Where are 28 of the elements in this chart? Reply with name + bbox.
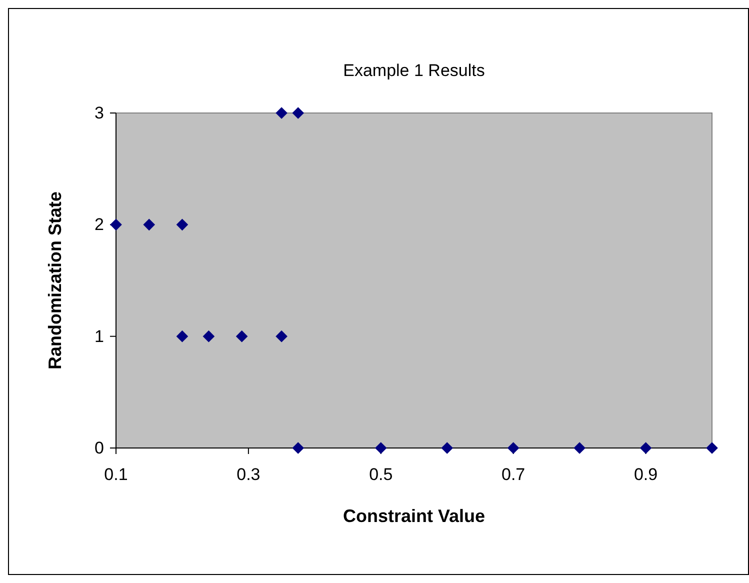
point bbox=[176, 218, 188, 231]
point bbox=[110, 218, 122, 231]
point bbox=[276, 330, 288, 342]
point bbox=[236, 330, 248, 342]
point bbox=[276, 107, 288, 119]
point bbox=[202, 330, 215, 342]
point bbox=[143, 218, 156, 231]
x-tick-label: 0.3 bbox=[236, 465, 260, 484]
chart-title: Example 1 Results bbox=[343, 61, 485, 80]
x-tick-label: 0.5 bbox=[369, 465, 393, 484]
point bbox=[640, 442, 652, 454]
point bbox=[374, 442, 387, 454]
y-tick-label: 0 bbox=[94, 438, 104, 458]
y-tick-label: 1 bbox=[94, 326, 104, 346]
point bbox=[507, 442, 520, 454]
point bbox=[292, 107, 304, 119]
y-axis-title: Randomization State bbox=[45, 191, 65, 370]
x-tick-label: 0.1 bbox=[104, 465, 128, 484]
point bbox=[176, 330, 188, 342]
x-axis-title: Constraint Value bbox=[342, 506, 486, 526]
y-tick-label: 3 bbox=[94, 104, 104, 122]
point bbox=[574, 442, 586, 454]
x-tick-label: 0.7 bbox=[502, 465, 526, 484]
point bbox=[706, 442, 718, 454]
point bbox=[441, 442, 454, 454]
y-tick-label: 2 bbox=[94, 215, 104, 234]
point bbox=[292, 442, 304, 454]
x-tick-label: 0.9 bbox=[634, 465, 658, 484]
